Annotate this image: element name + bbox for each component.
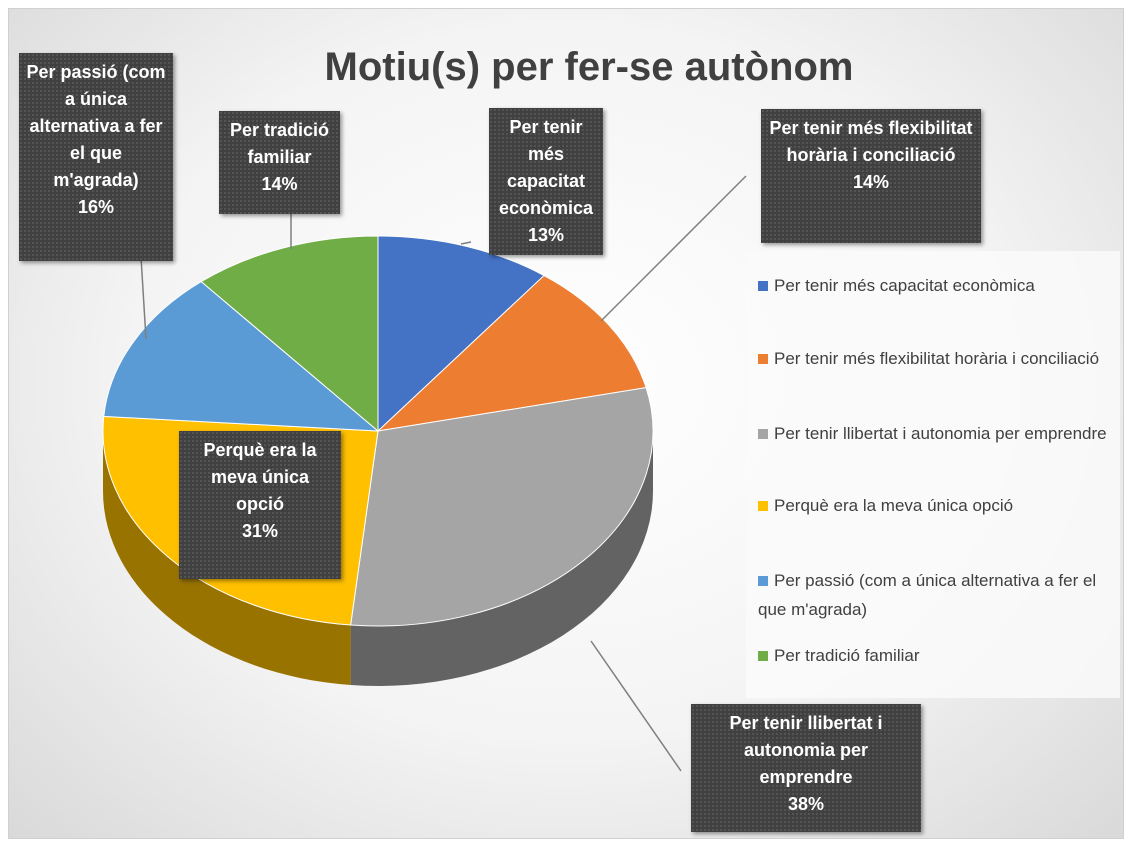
- data-label-name: Per passió (com a única alternativa a fe…: [26, 62, 166, 190]
- legend: Per tenir més capacitat econòmica Per ten…: [746, 251, 1120, 698]
- data-label-name: Perquè era la meva única opció: [203, 440, 317, 514]
- slice: [103, 281, 380, 432]
- data-label: Per passió (com a única alternativa a fe…: [19, 53, 173, 261]
- data-label: Per tradició familiar 14%: [219, 111, 340, 214]
- data-label: Per tenir més flexibilitat horària i con…: [761, 109, 981, 243]
- legend-swatch: [758, 281, 768, 291]
- leader-line: [140, 256, 147, 340]
- leader-line: [460, 241, 472, 245]
- legend-swatch: [758, 651, 768, 661]
- data-label-value: 16%: [77, 197, 115, 217]
- legend-swatch: [758, 576, 768, 586]
- data-label: Per tenir més capacitat econòmica 13%: [489, 108, 603, 255]
- legend-swatch: [758, 354, 768, 364]
- legend-item: Per tenir més capacitat econòmica: [758, 271, 1113, 300]
- legend-item: Per tenir llibertat i autonomia per empr…: [758, 419, 1113, 448]
- legend-label: Per tradició familiar: [774, 646, 920, 665]
- data-label: Per tenir llibertat i autonomia per empr…: [691, 704, 921, 832]
- data-label-value: 13%: [527, 225, 565, 245]
- leader-line: [600, 175, 747, 322]
- data-label-value: 14%: [852, 172, 890, 192]
- slice: [376, 274, 647, 432]
- data-label-name: Per tenir més flexibilitat horària i con…: [769, 118, 973, 165]
- legend-item: Per passió (com a única alternativa a fe…: [758, 566, 1113, 624]
- slice-side: [350, 431, 653, 686]
- slice: [350, 387, 654, 627]
- legend-label: Per tenir més capacitat econòmica: [774, 276, 1035, 295]
- data-label-name: Per tradició familiar: [229, 120, 330, 167]
- slice: [377, 235, 545, 433]
- data-label-value: 31%: [241, 521, 279, 541]
- legend-label: Perquè era la meva única opció: [774, 496, 1014, 515]
- data-label-name: Per tenir més capacitat econòmica: [498, 117, 594, 218]
- leader-line: [590, 640, 682, 772]
- legend-item: Perquè era la meva única opció: [758, 491, 1113, 520]
- chart-title: Motiu(s) per fer-se autònom: [324, 45, 854, 89]
- legend-swatch: [758, 501, 768, 511]
- legend-swatch: [758, 429, 768, 439]
- chart: Motiu(s) per fer-se autònom Per tenir mé…: [8, 8, 1124, 839]
- legend-label: Per tenir llibertat i autonomia per empr…: [774, 424, 1107, 443]
- data-label-value: 14%: [261, 174, 298, 194]
- legend-item: Per tradició familiar: [758, 641, 1113, 670]
- data-label: Perquè era la meva única opció 31%: [179, 431, 341, 579]
- data-label-name: Per tenir llibertat i autonomia per empr…: [729, 713, 883, 787]
- slice-side: [103, 431, 351, 686]
- legend-label: Per passió (com a única alternativa a fe…: [758, 571, 1097, 619]
- data-label-value: 38%: [787, 794, 825, 814]
- legend-item: Per tenir més flexibilitat horària i con…: [758, 344, 1113, 373]
- legend-label: Per tenir més flexibilitat horària i con…: [774, 349, 1100, 368]
- slice: [200, 235, 379, 433]
